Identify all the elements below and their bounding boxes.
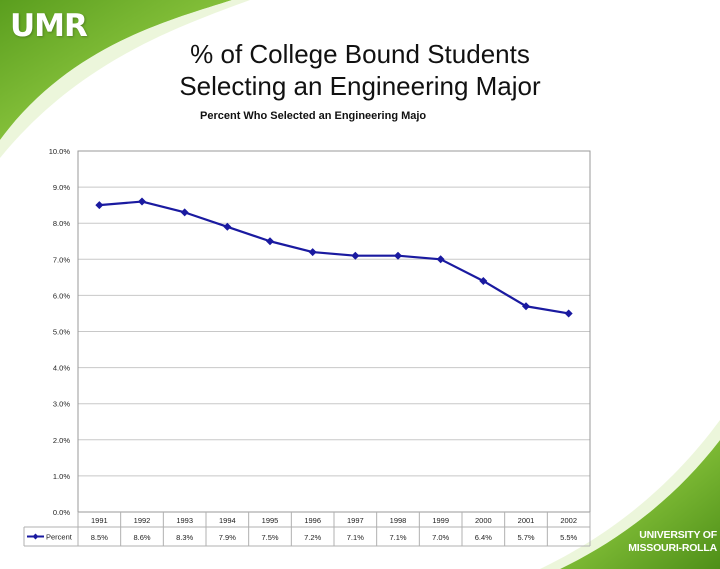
x-tick-label: 1996: [304, 516, 321, 525]
y-tick-label: 7.0%: [53, 255, 70, 264]
series-line: [99, 200, 569, 315]
university-logo: UNIVERSITY OF MISSOURI-ROLLA: [622, 529, 717, 555]
x-tick-label: 2001: [518, 516, 535, 525]
data-point: [308, 248, 317, 257]
data-table-value: 7.0%: [432, 533, 449, 542]
data-table-value: 6.4%: [475, 533, 492, 542]
data-point: [564, 309, 573, 318]
y-tick-label: 2.0%: [53, 436, 70, 445]
x-tick-label: 1991: [91, 516, 108, 525]
y-tick-label: 1.0%: [53, 472, 70, 481]
data-point: [180, 208, 189, 217]
data-table-value: 7.1%: [389, 533, 406, 542]
y-tick-label: 10.0%: [49, 147, 71, 156]
y-tick-label: 9.0%: [53, 183, 70, 192]
top-left-swoosh: [0, 0, 232, 140]
data-point: [479, 276, 488, 285]
legend-marker: [32, 533, 39, 540]
y-tick-label: 0.0%: [53, 508, 70, 517]
data-table-value: 7.1%: [347, 533, 364, 542]
x-tick-label: 1994: [219, 516, 236, 525]
umr-logo: UMR: [10, 8, 88, 44]
x-tick-label: 1999: [432, 516, 449, 525]
data-point: [436, 255, 445, 264]
data-table-value: 7.5%: [261, 533, 278, 542]
bottom-right-swoosh: [560, 440, 720, 569]
data-table-value: 5.7%: [517, 533, 534, 542]
data-point: [95, 201, 104, 210]
x-tick-label: 1997: [347, 516, 364, 525]
data-table-value: 8.5%: [91, 533, 108, 542]
data-point: [138, 197, 146, 206]
y-tick-label: 5.0%: [53, 328, 70, 337]
y-tick-label: 8.0%: [53, 219, 70, 228]
data-point: [522, 302, 530, 311]
x-tick-label: 1998: [390, 516, 407, 525]
x-tick-label: 1992: [134, 516, 151, 525]
data-point: [223, 222, 232, 231]
x-tick-label: 1995: [262, 516, 279, 525]
x-tick-label: 2000: [475, 516, 492, 525]
data-table-value: 5.5%: [560, 533, 577, 542]
data-point: [351, 251, 360, 260]
university-logo-line2: MISSOURI-ROLLA: [628, 542, 717, 554]
slide-title: % of College Bound Students Selecting an…: [150, 38, 570, 102]
slide-title-line1: % of College Bound Students: [190, 39, 530, 69]
x-tick-label: 2002: [560, 516, 577, 525]
chart-title: Percent Who Selected an Engineering Majo: [200, 110, 427, 122]
slide-title-line2: Selecting an Engineering Major: [179, 71, 541, 101]
y-tick-label: 3.0%: [53, 400, 70, 409]
data-table-value: 8.6%: [133, 533, 150, 542]
data-table-value: 8.3%: [176, 533, 193, 542]
data-point: [394, 251, 402, 260]
legend-label: Percent: [46, 533, 73, 542]
data-table-value: 7.2%: [304, 533, 321, 542]
university-logo-line1: UNIVERSITY OF: [639, 529, 717, 541]
data-point: [266, 237, 274, 246]
y-tick-label: 4.0%: [53, 364, 70, 373]
y-tick-label: 6.0%: [53, 291, 70, 300]
x-tick-label: 1993: [176, 516, 193, 525]
data-table-value: 7.9%: [219, 533, 236, 542]
